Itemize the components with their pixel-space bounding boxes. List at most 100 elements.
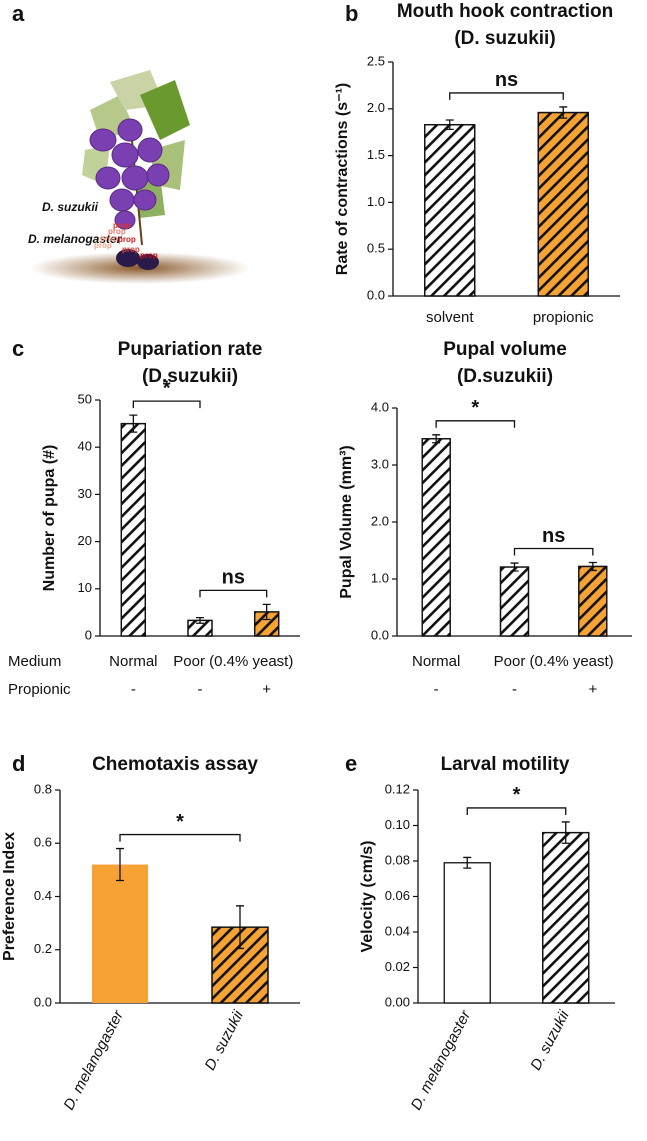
y-tick-label: 30: [78, 486, 92, 501]
bar: [92, 864, 148, 1003]
error-bar: [463, 856, 472, 869]
x-tick-label: D. melanogaster: [408, 1007, 475, 1113]
factor-sign: -: [131, 681, 136, 698]
compound-label: prop: [140, 251, 158, 260]
error-bar: [236, 905, 244, 950]
factor-sign: -: [198, 681, 203, 698]
chart-title: Larval motility: [441, 754, 570, 775]
chart-title: Pupal volume: [443, 339, 567, 360]
y-tick-label: 0.6: [34, 835, 52, 850]
error-bar: [559, 106, 568, 119]
significance-bracket: [132, 400, 201, 409]
y-tick-label: 0: [85, 627, 92, 642]
y-tick-label: 0.10: [385, 817, 410, 832]
y-tick-label: 0.08: [385, 852, 410, 867]
chart-title: Chemotaxis assay: [92, 754, 258, 775]
bar-hatch: [424, 124, 476, 297]
significance-bracket: [513, 547, 594, 556]
species-label: D. melanogaster: [28, 232, 123, 246]
significance-label: *: [471, 397, 479, 419]
compound-label: prop: [100, 234, 118, 243]
y-tick-label: 40: [78, 439, 92, 454]
chart-subtitle: (D.suzukii): [142, 366, 238, 387]
x-tick-label: propionic: [533, 309, 594, 326]
panel-label: d: [12, 751, 25, 776]
chart-subtitle: (D. suzukii): [454, 28, 555, 49]
bar-hatch: [120, 422, 146, 637]
y-tick-label: 0.0: [34, 994, 52, 1009]
significance-label: *: [163, 377, 171, 399]
x-tick-label: solvent: [426, 309, 474, 326]
compound-label: prop: [108, 227, 126, 236]
y-tick-label: 0.00: [385, 994, 410, 1009]
error-bar: [510, 562, 519, 572]
panel-label: b: [345, 1, 358, 26]
y-axis-label: Pupal Volume (mm³): [338, 445, 355, 599]
error-bar: [588, 561, 597, 572]
y-tick-label: 0.5: [367, 241, 385, 256]
y-tick-label: 2.0: [367, 100, 385, 115]
compound-label: prop: [122, 245, 140, 254]
bar-hatch: [421, 438, 451, 637]
panel-label: a: [12, 1, 25, 26]
significance-label: ns: [222, 567, 245, 589]
bar-hatch: [578, 565, 608, 637]
significance-label: ns: [495, 69, 518, 91]
significance-label: *: [176, 811, 184, 833]
bar-hatch: [499, 566, 530, 637]
bar-hatch: [537, 111, 589, 297]
y-axis-label: Preference Index: [1, 832, 18, 961]
y-tick-label: 1.0: [367, 194, 385, 209]
error-bar: [561, 821, 570, 844]
y-tick-label: 2.5: [367, 53, 385, 68]
factor-sign: -: [434, 681, 439, 698]
y-tick-label: 3.0: [371, 456, 389, 471]
significance-label: ns: [542, 525, 565, 547]
compound-label: prop: [118, 235, 136, 244]
x-tick-label: Normal: [109, 653, 157, 670]
y-axis-label: Number of pupa (#): [41, 445, 58, 592]
significance-bracket: [199, 589, 268, 598]
leaf: [140, 80, 190, 140]
x-tick-label: D. melanogaster: [60, 1007, 127, 1113]
y-tick-label: 1.0: [371, 570, 389, 585]
bar-hatch: [542, 831, 590, 1004]
compound-label: prop: [113, 221, 131, 230]
y-tick-label: 1.5: [367, 147, 385, 162]
y-axis-label: Velocity (cm/s): [359, 840, 376, 952]
row-label: Propionic: [8, 681, 71, 698]
y-tick-label: 2.0: [371, 513, 389, 528]
soil: [30, 252, 250, 284]
x-tick-label: Poor (0.4% yeast): [494, 653, 614, 670]
factor-sign: +: [588, 681, 597, 698]
error-bar: [196, 616, 204, 624]
error-bar: [116, 847, 124, 882]
y-tick-label: 0.04: [385, 923, 410, 938]
x-tick-label: D. suzukii: [527, 1007, 573, 1073]
y-tick-label: 0.8: [34, 781, 52, 796]
y-tick-label: 0.0: [371, 627, 389, 642]
significance-bracket: [466, 807, 567, 815]
x-tick-label: D. suzukii: [201, 1007, 247, 1073]
panel-label: c: [12, 336, 24, 361]
y-tick-label: 50: [78, 391, 92, 406]
row-label: Medium: [8, 653, 61, 670]
y-tick-label: 0.4: [34, 888, 52, 903]
y-tick-label: 0.06: [385, 888, 410, 903]
y-tick-label: 0.12: [385, 781, 410, 796]
y-tick-label: 10: [78, 580, 92, 595]
compound-label: prop: [94, 241, 112, 250]
factor-sign: +: [262, 681, 271, 698]
significance-bracket: [435, 420, 516, 428]
error-bar: [129, 414, 138, 433]
chart-title: Mouth hook contraction: [397, 1, 613, 22]
chart-title: Pupariation rate: [118, 339, 263, 360]
significance-bracket: [119, 833, 241, 842]
y-tick-label: 0.2: [34, 941, 52, 956]
y-axis-label: Rate of contractions (s⁻¹): [334, 83, 351, 275]
factor-sign: -: [512, 681, 517, 698]
species-label: D. suzukii: [42, 200, 99, 214]
panel-label: e: [345, 751, 357, 776]
bar: [443, 862, 491, 1004]
